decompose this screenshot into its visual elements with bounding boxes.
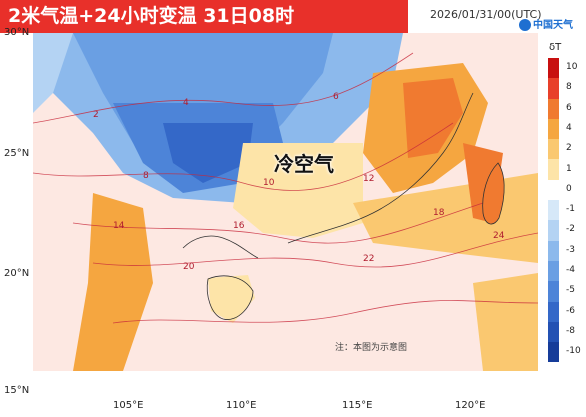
legend-label: -1 (566, 204, 575, 215)
legend-swatch (548, 139, 559, 160)
legend-swatch (548, 281, 559, 302)
contour-label: 24 (493, 231, 505, 241)
legend-colorbar (548, 58, 559, 363)
legend-swatch (548, 98, 559, 119)
contour-label: 8 (143, 171, 149, 181)
legend-title: δT (549, 42, 562, 53)
lon-label-120: 120°E (455, 400, 486, 411)
contour-label: 10 (263, 178, 275, 188)
legend-label: 4 (566, 122, 572, 133)
contour-label: 18 (433, 208, 445, 218)
contour-label: 20 (183, 262, 195, 272)
legend-swatch (548, 159, 559, 180)
legend-label: -6 (566, 305, 575, 316)
legend-swatch (548, 260, 559, 282)
lon-label-110: 110°E (226, 400, 257, 411)
legend-label: 10 (566, 62, 578, 72)
legend-label: -8 (566, 325, 575, 336)
lon-label-115: 115°E (342, 400, 373, 411)
logo-text: 中国天气 (533, 20, 573, 31)
logo-icon (519, 19, 531, 31)
legend-swatch (548, 240, 559, 261)
legend-label: 0 (566, 183, 572, 194)
legend-label: -3 (566, 244, 575, 255)
legend-swatch (548, 321, 559, 343)
logo: 中国天气 (519, 16, 573, 31)
legend-swatch (548, 342, 559, 363)
legend-swatch (548, 220, 559, 241)
legend-swatch (548, 58, 559, 79)
contour-label: 22 (363, 254, 374, 264)
contour-label: 6 (333, 92, 339, 102)
legend-swatch (548, 200, 559, 221)
cold-air-label: 冷空气 (274, 152, 334, 176)
legend-label: -4 (566, 265, 575, 275)
lon-label-105: 105°E (113, 400, 144, 411)
legend-label: 8 (566, 82, 572, 93)
title-banner: 2米气温+24小时变温 31日08时 (0, 0, 408, 33)
contour-label: 4 (183, 98, 189, 108)
legend-swatch (548, 301, 559, 322)
contour-label: 12 (363, 174, 374, 184)
legend-label: -5 (566, 285, 575, 296)
lat-label-20: 20°N (4, 268, 30, 279)
map-note: 注：本图为示意图 (335, 343, 408, 353)
lat-label-15: 15°N (4, 385, 30, 396)
legend-label: 6 (566, 102, 572, 113)
contour-label: 14 (113, 221, 125, 231)
title-text: 2米气温+24小时变温 31日08时 (8, 5, 295, 27)
lat-label-30: 30°N (4, 27, 30, 38)
legend-label: -2 (566, 224, 575, 235)
lat-label-25: 25°N (4, 148, 30, 159)
legend-swatch (548, 179, 559, 201)
timestamp: 2026/01/31/00(UTC) (430, 8, 542, 21)
legend-label: 2 (566, 143, 572, 154)
legend-label: -10 (566, 346, 581, 357)
contour-label: 2 (93, 110, 99, 120)
legend-swatch (548, 118, 559, 140)
legend-swatch (548, 78, 559, 99)
contour-label: 16 (233, 221, 245, 231)
legend-label: 1 (566, 163, 572, 174)
